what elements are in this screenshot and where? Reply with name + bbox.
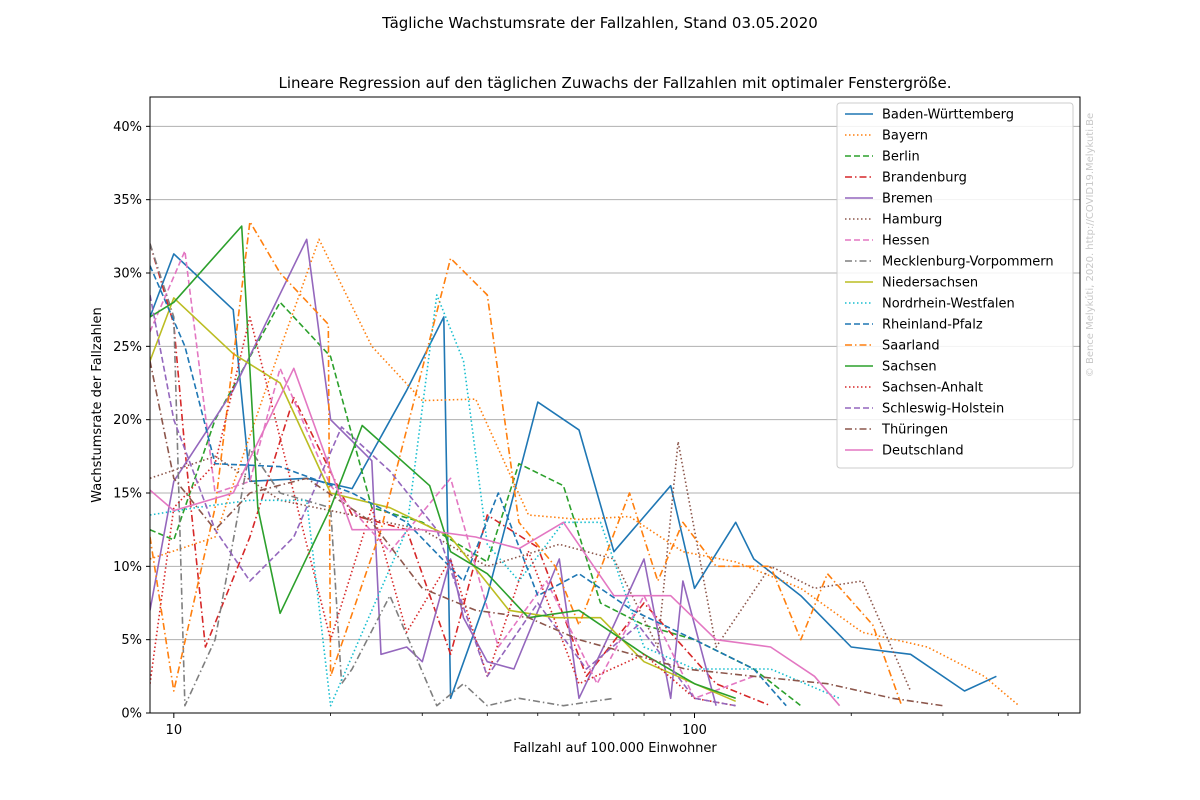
series-line-schleswig-holstein	[150, 294, 736, 707]
y-tick-label: 25%	[113, 340, 142, 355]
legend-label: Thüringen	[881, 423, 948, 438]
legend-label: Rheinland-Pfalz	[882, 318, 983, 333]
legend-label: Schleswig-Holstein	[882, 402, 1004, 417]
x-tick-label: 10	[166, 723, 183, 738]
series-line-sachsen	[150, 225, 736, 700]
watermark: © Bence Melykúti, 2020. http://COVID19.M…	[1084, 113, 1096, 377]
y-tick-label: 35%	[113, 193, 142, 208]
series-line-th-ringen	[150, 360, 944, 707]
legend-label: Mecklenburg-Vorpommern	[882, 255, 1054, 270]
x-tick-label: 100	[682, 723, 707, 738]
legend: Baden-Württemberg Bayern Berlin Brandenburg…	[836, 102, 1074, 469]
series-line-nordrhein-westfalen	[150, 294, 840, 707]
y-tick-label: 30%	[113, 267, 142, 282]
series-line-sachsen-anhalt	[150, 316, 736, 707]
legend-label: Deutschland	[882, 444, 964, 459]
series-line-hessen	[150, 250, 755, 700]
y-tick-label: 15%	[113, 487, 142, 502]
y-tick-label: 0%	[121, 707, 142, 722]
legend-label: Nordrhein-Westfalen	[882, 297, 1015, 312]
legend-label: Bremen	[882, 192, 933, 207]
series-line-baden-w-rttemberg	[150, 253, 997, 700]
y-tick-label: 20%	[113, 413, 142, 428]
y-tick-label: 5%	[121, 633, 142, 648]
legend-label: Sachsen	[882, 360, 937, 375]
axes: 0% 5% 10% 15% 20% 25% 30% 35% 40% 10 100	[113, 120, 1059, 738]
legend-label: Sachsen-Anhalt	[882, 381, 983, 396]
legend-label: Baden-Württemberg	[882, 108, 1014, 123]
legend-label: Saarland	[882, 339, 940, 354]
y-tick-label: 10%	[113, 560, 142, 575]
series-line-rheinland-pfalz	[150, 265, 787, 707]
figure-suptitle: Tägliche Wachstumsrate der Fallzahlen, S…	[381, 14, 818, 32]
legend-label: Brandenburg	[882, 171, 967, 186]
series-line-bremen	[150, 238, 717, 706]
legend-label: Hamburg	[882, 213, 942, 228]
legend-label: Hessen	[882, 234, 930, 249]
series-line-bayern	[150, 238, 1020, 707]
plot-frame	[149, 96, 1081, 714]
series-line-saarland	[150, 220, 903, 706]
legend-box	[836, 102, 1074, 469]
y-tick-label: 40%	[113, 120, 142, 135]
legend-label: Niedersachsen	[882, 276, 978, 291]
legend-label: Berlin	[882, 150, 920, 165]
y-axis-label: Wachstumsrate der Fallzahlen	[90, 307, 105, 503]
chart-title: Lineare Regression auf den täglichen Zuw…	[278, 74, 951, 92]
legend-label: Bayern	[882, 129, 928, 144]
series-line-deutschland	[150, 367, 841, 707]
series-lines	[150, 220, 1020, 707]
x-axis-label: Fallzahl auf 100.000 Einwohner	[513, 741, 717, 756]
